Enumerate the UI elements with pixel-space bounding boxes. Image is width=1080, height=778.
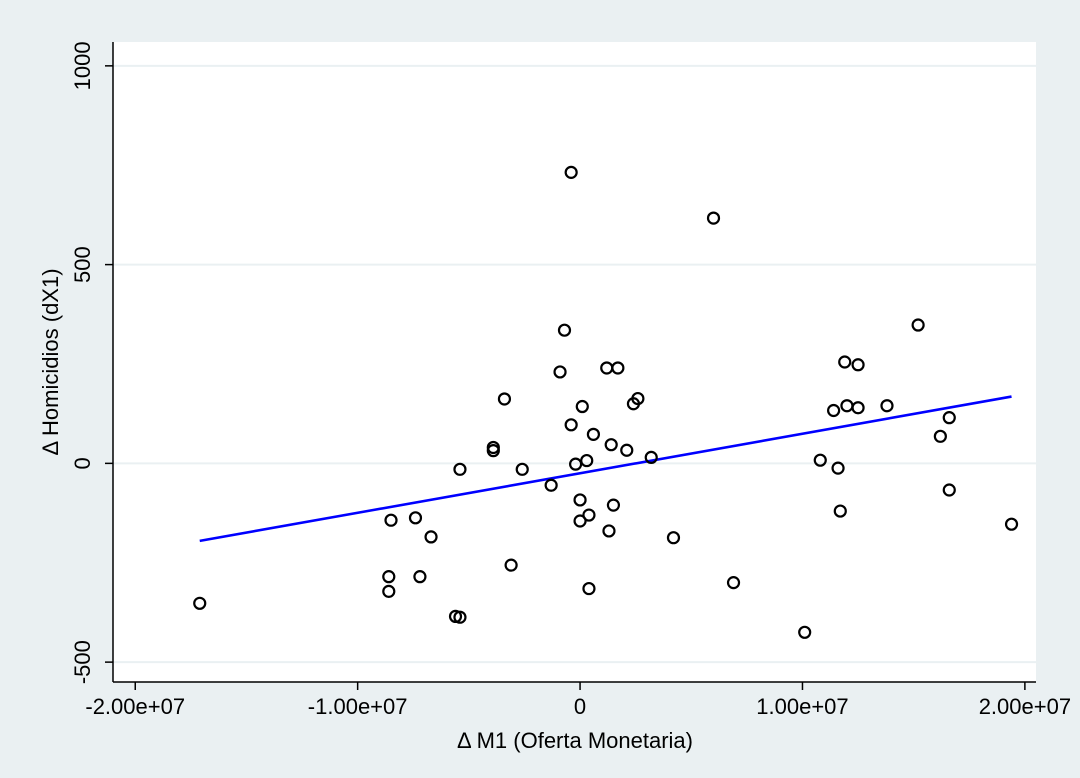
scatter-point (453, 610, 467, 624)
x-tick-label: -1.00e+07 (308, 694, 408, 719)
scatter-point (631, 391, 645, 406)
scatter-point (575, 399, 589, 414)
scatter-point (582, 508, 596, 522)
scatter-point (602, 524, 616, 538)
scatter-point (553, 365, 567, 379)
y-tick-label: 500 (70, 246, 95, 283)
scatter-point (408, 511, 423, 525)
x-tick-label: 2.00e+07 (979, 694, 1071, 719)
scatter-point (384, 513, 398, 527)
scatter-point (611, 361, 625, 375)
scatter-point (557, 323, 572, 337)
scatter-point (453, 462, 467, 476)
grid-lines (113, 64, 1036, 664)
y-tick-label: -500 (70, 640, 95, 684)
scatter-point (851, 358, 865, 372)
fit-line-layer (199, 395, 1012, 543)
scatter-point (569, 457, 583, 471)
y-tick-label: 0 (70, 457, 95, 469)
scatter-point (413, 570, 427, 584)
scatter-point (582, 581, 596, 596)
y-tick-label: 1000 (70, 41, 95, 90)
scatter-point (515, 462, 529, 476)
scatter-point (382, 584, 396, 598)
scatter-point (497, 392, 512, 406)
scatter-point (1004, 517, 1019, 531)
x-tick-label: 0 (574, 694, 586, 719)
scatter-point (504, 558, 518, 572)
plot-area (113, 42, 1036, 682)
scatter-point (424, 530, 438, 544)
scatter-point (486, 444, 500, 458)
x-axis-title: Δ M1 (Oferta Monetaria) (457, 728, 693, 753)
scatter-point (573, 493, 587, 507)
scatter-points (193, 165, 1019, 639)
x-tick-label: 1.00e+07 (756, 694, 848, 719)
scatter-point (644, 450, 658, 465)
scatter-point (833, 504, 847, 518)
scatter-point (831, 461, 845, 475)
scatter-point (382, 570, 396, 584)
scatter-point (666, 531, 681, 545)
scatter-point (726, 576, 741, 590)
scatter-point (564, 165, 578, 179)
scatter-point (813, 453, 827, 467)
x-tick-label: -2.00e+07 (85, 694, 185, 719)
scatter-point (620, 443, 634, 457)
scatter-point (880, 399, 894, 413)
scatter-point (706, 211, 721, 225)
scatter-point (933, 429, 947, 443)
scatter-point (942, 411, 956, 425)
scatter-point (838, 355, 852, 369)
scatter-point (580, 453, 594, 468)
scatter-point (942, 483, 956, 497)
scatter-point (911, 318, 925, 332)
y-axis-title: Δ Homicidios (dX1) (38, 268, 63, 455)
scatter-point (573, 514, 587, 528)
scatter-point (798, 625, 812, 639)
scatter-point (586, 427, 601, 441)
scatter-point (564, 418, 578, 432)
scatter-point (193, 596, 207, 610)
scatter-point (604, 438, 618, 452)
fit-line (199, 395, 1012, 543)
scatter-point (606, 498, 621, 512)
axes (112, 42, 1036, 683)
scatter-point (544, 478, 558, 492)
x-axis-ticks: -2.00e+07 -1.00e+07 0 1.00e+07 2.00e+07 (85, 682, 1071, 719)
y-axis-ticks: -500 0 500 1000 (70, 41, 113, 684)
scatter-point (827, 403, 841, 418)
scatter-point (851, 401, 865, 415)
